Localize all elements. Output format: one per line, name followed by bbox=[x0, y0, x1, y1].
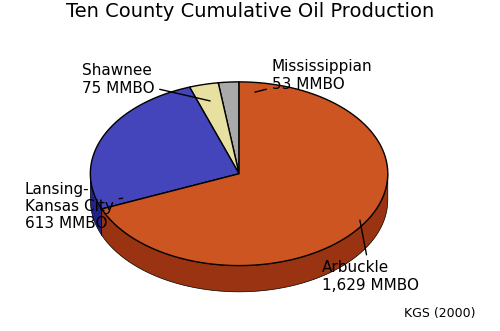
Text: KGS (2000): KGS (2000) bbox=[404, 307, 475, 320]
Text: Arbuckle
1,629 MMBO: Arbuckle 1,629 MMBO bbox=[322, 220, 419, 293]
Text: Mississippian
53 MMBO: Mississippian 53 MMBO bbox=[255, 59, 372, 92]
Polygon shape bbox=[218, 82, 239, 174]
Polygon shape bbox=[90, 172, 102, 235]
Polygon shape bbox=[102, 82, 388, 265]
Text: Lansing-
Kansas City
613 MMBO: Lansing- Kansas City 613 MMBO bbox=[24, 182, 122, 231]
Polygon shape bbox=[102, 174, 239, 235]
Polygon shape bbox=[102, 174, 388, 292]
Polygon shape bbox=[90, 87, 239, 209]
Text: Shawnee
75 MMBO: Shawnee 75 MMBO bbox=[82, 64, 210, 101]
Text: Ten County Cumulative Oil Production: Ten County Cumulative Oil Production bbox=[66, 2, 434, 21]
Polygon shape bbox=[190, 83, 239, 174]
Polygon shape bbox=[102, 174, 239, 235]
